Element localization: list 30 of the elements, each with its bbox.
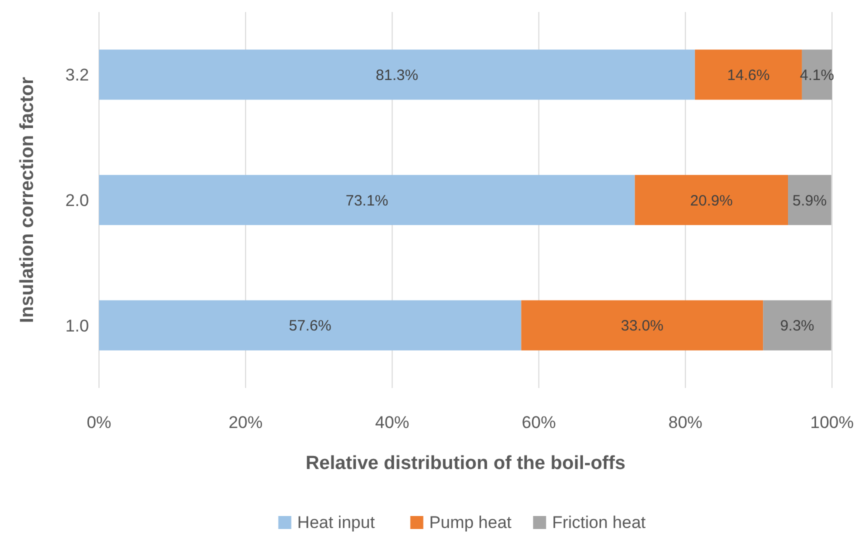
data-label: 9.3% (780, 318, 814, 335)
data-label: 73.1% (346, 192, 388, 210)
legend-label: Friction heat (552, 513, 646, 532)
data-label: 5.9% (792, 192, 827, 210)
y-axis-title: Insulation correction factor (17, 76, 38, 323)
legend-label: Heat input (297, 513, 376, 532)
y-tick-label: 1.0 (65, 316, 89, 336)
x-tick-label: 40% (375, 413, 410, 432)
bar (99, 50, 695, 100)
bar (99, 174, 635, 226)
data-label: 33.0% (620, 318, 664, 335)
bar (694, 50, 802, 100)
bar (99, 300, 522, 350)
bar (634, 174, 788, 226)
y-tick-label: 2.0 (65, 190, 89, 210)
x-tick-label: 20% (228, 413, 263, 432)
x-tick-label: 60% (522, 413, 556, 432)
data-label: 81.3% (376, 66, 418, 84)
bar (763, 300, 832, 350)
x-tick-label: 100% (810, 413, 854, 432)
legend-label: Pump heat (429, 513, 512, 532)
bar (521, 300, 764, 350)
data-label: 14.6% (727, 66, 770, 84)
y-tick-label: 3.2 (65, 66, 89, 85)
x-axis-title: Relative distribution of the boil-offs (306, 453, 626, 474)
bar (788, 174, 832, 226)
x-tick-label: 80% (668, 413, 702, 432)
x-tick-label: 0% (86, 413, 112, 432)
data-label: 57.6% (288, 318, 332, 335)
data-label: 20.9% (690, 192, 733, 210)
